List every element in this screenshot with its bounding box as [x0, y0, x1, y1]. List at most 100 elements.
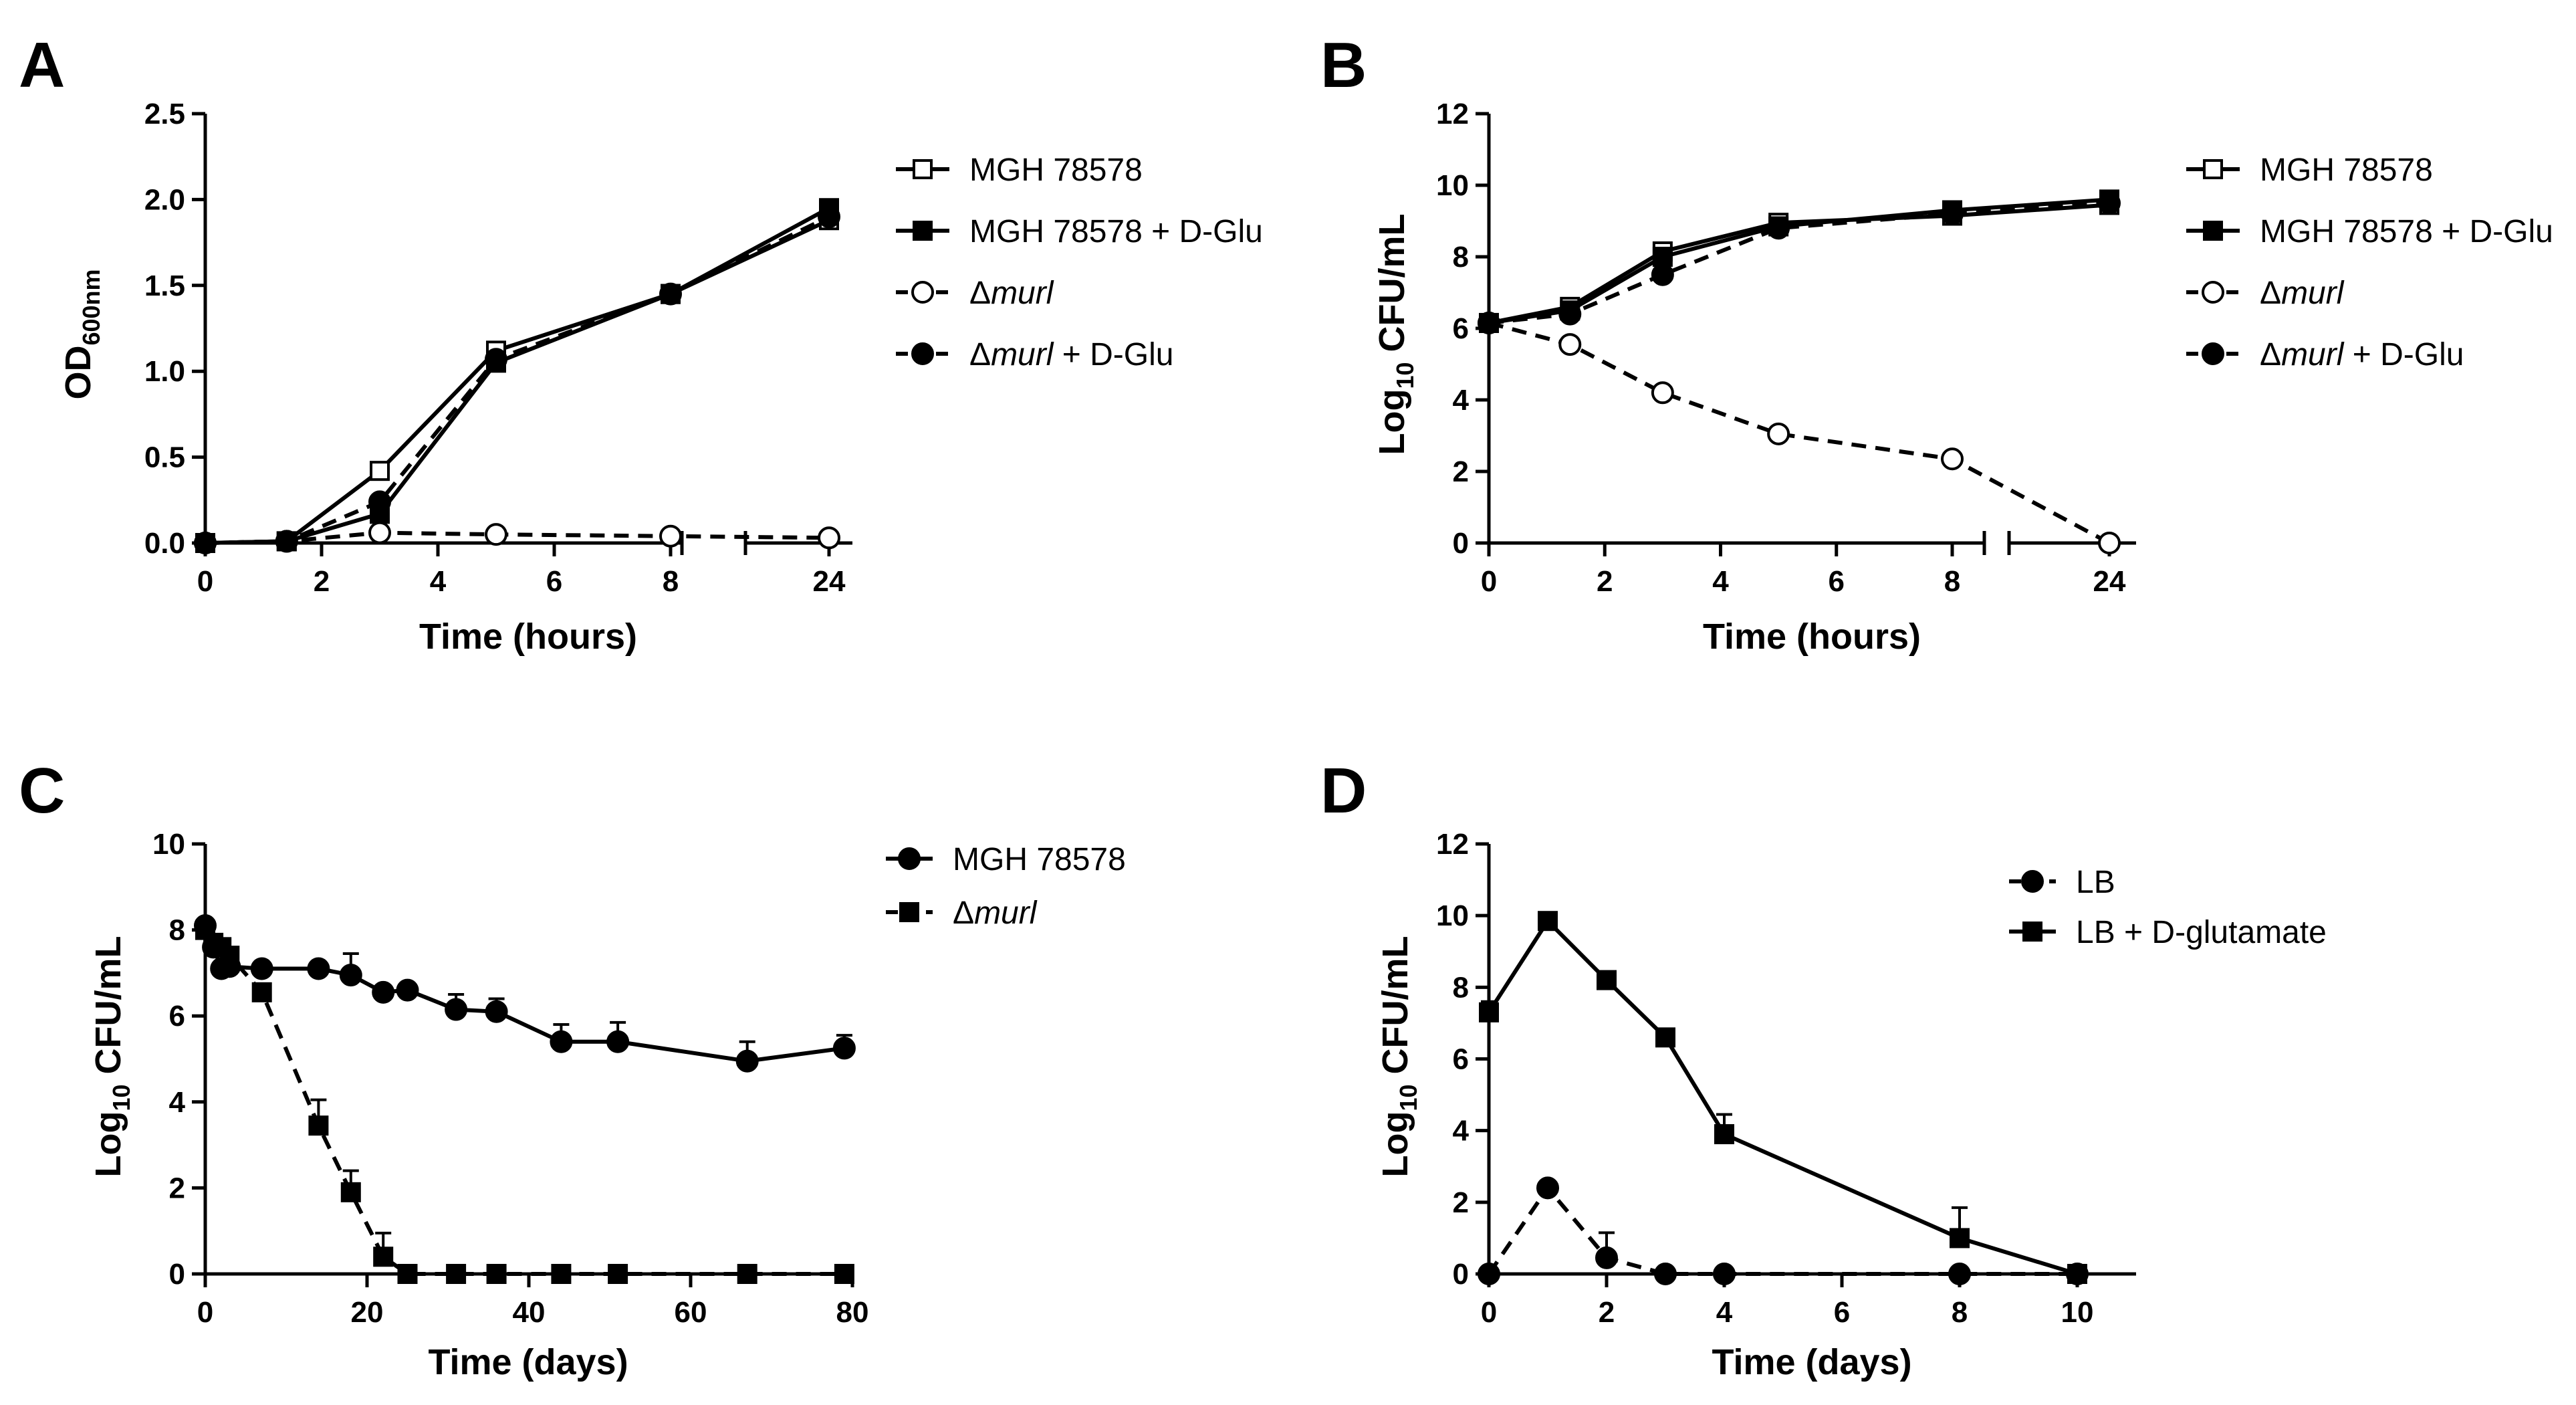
panel-c-series-line [203, 929, 844, 1276]
panel-d-data-point [1538, 911, 1558, 932]
panel-d-data-point [1536, 1176, 1559, 1200]
panel-b-data-point [1478, 311, 1500, 334]
panel-c-data-point [372, 980, 395, 1004]
panel-a-series-line [205, 218, 830, 545]
panel-b-series-line [1488, 321, 2111, 545]
panel-b-x-tick-label: 8 [1944, 565, 1960, 598]
panel-d-data-point [1714, 1124, 1734, 1145]
panel-label-c: C [19, 755, 65, 827]
panel-d-x-tick-label: 4 [1716, 1296, 1733, 1329]
panel-d-plot: 0 2 4 6 8 10 12 0 2 4 6 8 10 [1436, 828, 2136, 1329]
panel-a-x-tick-label: 2 [314, 565, 330, 598]
panel-d-legend-marker [2021, 870, 2044, 893]
panel-d-y-tick-label: 6 [1453, 1043, 1469, 1076]
panel-c-data-point [737, 1264, 757, 1284]
panel-a-data-point [368, 521, 391, 544]
panel-c-data-point [485, 1000, 508, 1023]
panel-a-data-point [659, 524, 682, 548]
panel-c-legend-label: Δmurl [953, 895, 1038, 931]
panel-b-data-point [1767, 217, 1790, 240]
panel-b-x-tick-label: 24 [2093, 565, 2126, 598]
panel-c-data-point [735, 1049, 759, 1073]
panel-c-x-axis-title: Time (days) [428, 1342, 628, 1382]
panel-b-y-tick-label: 2 [1453, 455, 1469, 488]
panel-a-data-point [194, 532, 217, 554]
panel-c-data-point [550, 1030, 573, 1053]
panel-c-data-point [307, 957, 330, 980]
panel-c-data-point [339, 964, 362, 987]
panel-c-data-point [250, 957, 273, 980]
panel-c-y-axis-title: Log10 CFU/mL [88, 936, 135, 1177]
panel-d-y-tick-label: 2 [1453, 1186, 1469, 1219]
panel-c-plot: 0 2 4 6 8 10 0 20 40 60 80 [152, 828, 868, 1329]
panel-a-data-point [370, 461, 390, 481]
panel-d-x-axis-title: Time (days) [1712, 1342, 1911, 1382]
panel-a-data-point [659, 282, 682, 306]
panel-d-data-point [1479, 1002, 1499, 1022]
panel-c-y-title-sub: 10 [108, 1084, 135, 1111]
panel-c-y-title-main: Log [88, 1111, 128, 1178]
panel-b-legend: MGH 78578 MGH 78578 + D-Glu Δmurl Δmurl + D… [2186, 152, 2553, 372]
panel-d-series-1 [1479, 911, 2087, 1284]
panel-a-data-point [485, 523, 507, 546]
panel-c-data-point [606, 1030, 630, 1053]
panel-d-data-point [1595, 1246, 1618, 1269]
panel-b-series-line [1488, 201, 2110, 325]
panel-b-y-tick-label: 0 [1453, 527, 1469, 560]
panel-b-data-point [1652, 247, 1673, 267]
panel-a-x-tick-label: 24 [813, 565, 846, 598]
panel-a-series-3 [194, 205, 840, 554]
panel-b-y-title-rest: CFU/mL [1372, 213, 1412, 362]
panel-b-x-axis-title: Time (hours) [1703, 617, 1921, 657]
panel-c-data-point [397, 1264, 418, 1284]
panel-d-x-tick-label: 10 [2061, 1296, 2094, 1329]
panel-b-data-point [1941, 447, 1964, 471]
panel-c-data-point [340, 1182, 361, 1202]
panel-a-legend-label: MGH 78578 [969, 152, 1143, 188]
panel-d-legend-label: LB + D-glutamate [2076, 915, 2327, 950]
panel-b-y-tick-label: 6 [1453, 312, 1469, 345]
panel-b-data-point [1651, 263, 1674, 286]
panel-a-legend-label: Δmurl + D-Glu [969, 337, 1173, 372]
panel-d-data-point [1597, 970, 1617, 990]
panel-b-y-axis-title: Log10 CFU/mL [1372, 213, 1419, 455]
panel-d-x-tick-label: 2 [1599, 1296, 1615, 1329]
panel-b-x-tick-label: 4 [1712, 565, 1729, 598]
panel-b-series-2 [1478, 311, 2121, 554]
panel-d-y-axis-title: Log10 CFU/mL [1375, 936, 1422, 1177]
panel-c-data-point [486, 1264, 507, 1284]
panel-d-series-line [1487, 1184, 2077, 1276]
panel-c-data-point [396, 978, 419, 1002]
panel-a-data-point [818, 526, 840, 550]
panel-a-x-tick-label: 6 [546, 565, 562, 598]
panel-a-series-line [205, 206, 830, 545]
panel-a-y-tick-label: 1.5 [144, 269, 185, 302]
panel-c-y-tick-label: 2 [169, 1172, 185, 1204]
panel-a-y-tick-label: 2.5 [144, 98, 185, 130]
panel-a-y-axis-title: OD600nm [58, 269, 105, 399]
panel-d-data-point [1654, 1263, 1677, 1285]
panel-c-data-point [446, 1264, 467, 1284]
panel-a-series-line [205, 530, 830, 545]
panel-c-y-tick-label: 6 [169, 1000, 185, 1033]
panel-a-legend-marker [911, 342, 934, 365]
panel-b-series-line [1488, 197, 2110, 325]
panel-d-data-point [2067, 1264, 2087, 1284]
panel-c-x-tick-label: 40 [513, 1296, 546, 1329]
panel-d-data-point [1950, 1228, 1970, 1249]
panel-c-x-tick-label: 80 [836, 1296, 869, 1329]
panel-c-data-point [373, 1247, 394, 1267]
panel-a-series-1 [195, 198, 839, 553]
panel-label-d: D [1320, 755, 1367, 827]
panel-c-y-title-rest: CFU/mL [88, 936, 128, 1084]
panel-a-x-tick-label: 0 [197, 565, 213, 598]
panel-a: A 0.00.51.01.52.02.50 2 4 6 8 24 Time (hours)… [19, 29, 1263, 657]
panel-d-x-tick-label: 0 [1481, 1296, 1497, 1329]
panel-b-legend-marker [2202, 342, 2224, 365]
panel-c-data-point [308, 1115, 329, 1136]
panel-c-data-point [551, 1264, 572, 1284]
panel-b-legend-label: MGH 78578 + D-Glu [2260, 214, 2553, 249]
panel-c-x-tick-label: 60 [675, 1296, 707, 1329]
